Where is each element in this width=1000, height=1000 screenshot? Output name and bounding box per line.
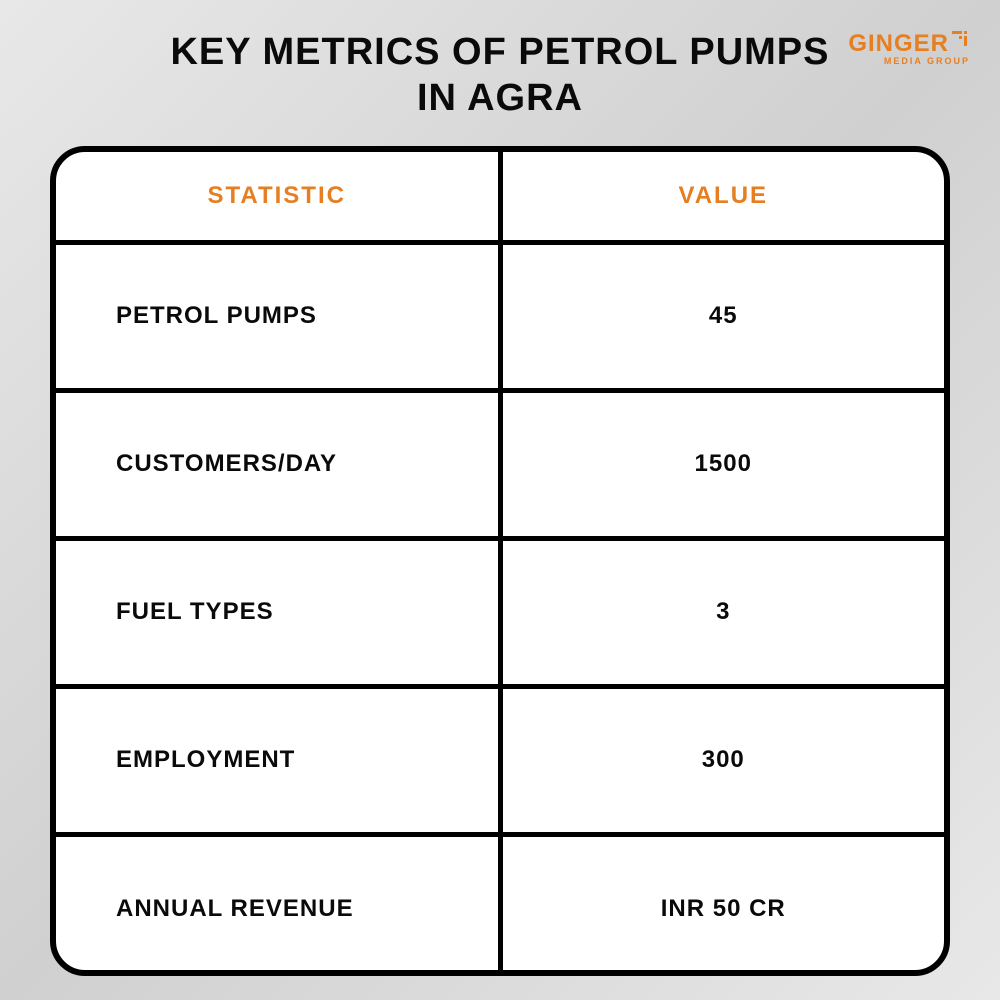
logo-main: GINGER — [848, 30, 970, 58]
table-row: FUEL TYPES 3 — [56, 538, 944, 686]
value-cell: INR 50 CR — [500, 834, 944, 976]
table-row: CUSTOMERS/DAY 1500 — [56, 390, 944, 538]
table-row: PETROL PUMPS 45 — [56, 242, 944, 390]
statistic-cell: CUSTOMERS/DAY — [56, 390, 500, 538]
value-cell: 300 — [500, 686, 944, 834]
metrics-table-container: STATISTIC VALUE PETROL PUMPS 45 CUSTOMER… — [50, 146, 950, 976]
column-header-statistic: STATISTIC — [56, 152, 500, 242]
page-title: KEY METRICS OF PETROL PUMPS IN AGRA — [150, 30, 850, 121]
table-row: EMPLOYMENT 300 — [56, 686, 944, 834]
logo: GINGER MEDIA GROUP — [848, 30, 970, 66]
value-cell: 3 — [500, 538, 944, 686]
logo-icon — [952, 28, 970, 56]
logo-text: GINGER — [848, 30, 949, 58]
value-cell: 45 — [500, 242, 944, 390]
column-header-value: VALUE — [500, 152, 944, 242]
metrics-table: STATISTIC VALUE PETROL PUMPS 45 CUSTOMER… — [56, 152, 944, 976]
header-section: KEY METRICS OF PETROL PUMPS IN AGRA GING… — [50, 30, 950, 121]
value-cell: 1500 — [500, 390, 944, 538]
statistic-cell: ANNUAL REVENUE — [56, 834, 500, 976]
statistic-cell: PETROL PUMPS — [56, 242, 500, 390]
table-row: ANNUAL REVENUE INR 50 CR — [56, 834, 944, 976]
statistic-cell: FUEL TYPES — [56, 538, 500, 686]
statistic-cell: EMPLOYMENT — [56, 686, 500, 834]
table-header-row: STATISTIC VALUE — [56, 152, 944, 242]
